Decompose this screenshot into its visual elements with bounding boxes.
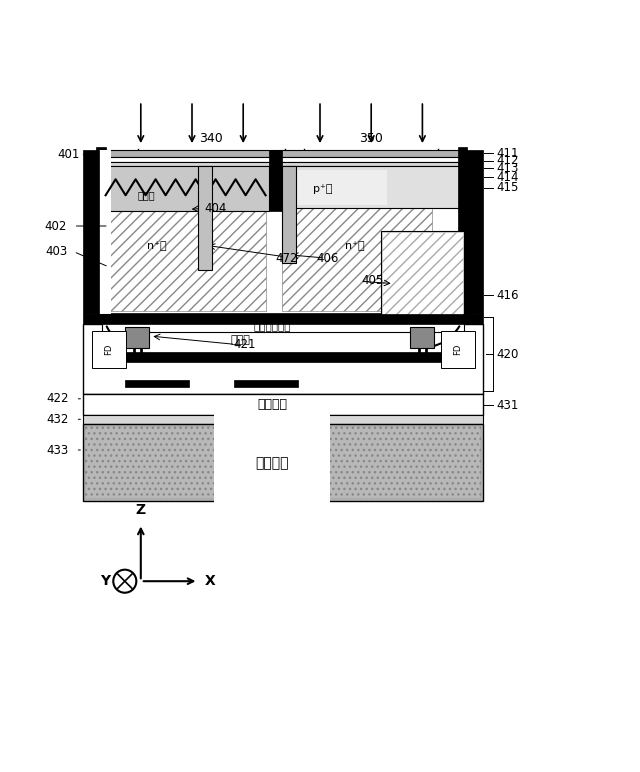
Text: 415: 415 [496, 181, 518, 194]
Bar [234, 380, 298, 388]
Text: 405: 405 [362, 274, 384, 287]
Bar [282, 167, 296, 263]
Text: 420: 420 [496, 347, 518, 361]
Bar [83, 415, 483, 425]
Bar [282, 167, 464, 208]
Text: 支持基板: 支持基板 [255, 455, 289, 470]
Text: 404: 404 [205, 201, 227, 215]
Bar [382, 232, 463, 317]
Text: 411: 411 [496, 147, 518, 160]
Text: X: X [205, 574, 216, 588]
Text: 402: 402 [45, 219, 67, 232]
Bar [467, 151, 483, 314]
Text: 472: 472 [275, 252, 298, 265]
Text: 433: 433 [47, 443, 69, 456]
Bar [106, 352, 461, 361]
Text: 431: 431 [496, 398, 518, 411]
Bar [83, 324, 483, 394]
Text: Y: Y [100, 574, 111, 588]
Text: p⁺層: p⁺層 [314, 184, 333, 194]
Bar [99, 162, 467, 167]
Bar [99, 157, 467, 162]
Bar [125, 380, 189, 388]
Bar [102, 167, 269, 212]
Text: 340: 340 [199, 132, 223, 144]
Text: 421: 421 [234, 338, 256, 351]
Text: 432: 432 [47, 413, 69, 426]
Text: 413: 413 [496, 162, 518, 175]
Text: n⁺層: n⁺層 [147, 242, 166, 252]
Text: 403: 403 [45, 245, 67, 258]
Bar [198, 167, 212, 269]
Bar [99, 151, 467, 157]
Text: ホール蓄積部: ホール蓄積部 [253, 321, 291, 331]
Text: 401: 401 [58, 147, 80, 161]
Text: FD: FD [104, 344, 113, 355]
Text: 406: 406 [317, 252, 339, 265]
Bar [83, 314, 483, 324]
Bar [458, 147, 467, 314]
Text: 416: 416 [496, 289, 518, 302]
Text: FD: FD [453, 344, 462, 355]
Bar [381, 231, 464, 317]
Bar [282, 170, 432, 311]
Text: 422: 422 [47, 392, 69, 405]
Text: 350: 350 [359, 132, 383, 144]
Bar [83, 394, 483, 415]
Bar [85, 426, 481, 499]
Bar [83, 425, 483, 501]
Bar [410, 327, 434, 347]
Bar [102, 314, 464, 332]
Bar [99, 151, 111, 314]
Text: 酸化膜: 酸化膜 [138, 190, 156, 200]
Bar [99, 167, 467, 314]
Text: Z: Z [136, 503, 146, 517]
Bar [125, 327, 149, 347]
Circle shape [113, 570, 136, 593]
Text: n⁺層: n⁺層 [346, 242, 365, 252]
Text: 414: 414 [496, 171, 518, 184]
Bar [96, 147, 106, 314]
Bar [285, 170, 387, 205]
Text: 絶縁層: 絶縁層 [230, 335, 250, 345]
Bar [102, 170, 266, 311]
Bar [83, 151, 99, 314]
Bar [269, 151, 282, 212]
Text: 平坦化層: 平坦化層 [257, 398, 287, 411]
Text: 412: 412 [496, 154, 518, 168]
